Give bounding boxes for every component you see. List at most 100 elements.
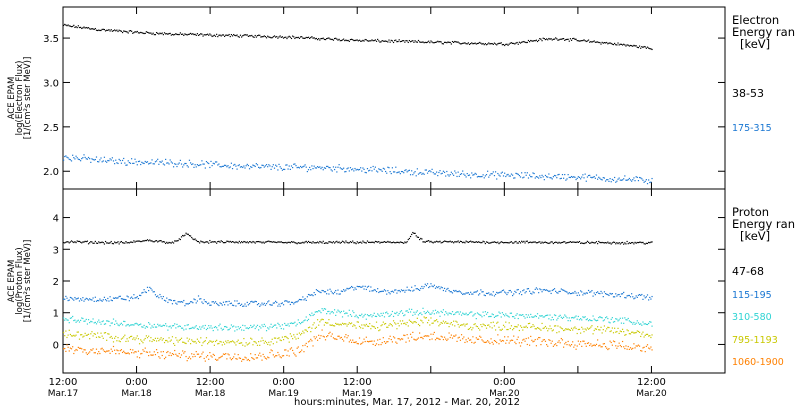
data-point [558, 315, 560, 318]
data-point [360, 327, 362, 329]
data-point [204, 324, 206, 327]
data-point [227, 329, 229, 331]
data-point [533, 40, 535, 42]
data-point [149, 239, 151, 241]
data-point [459, 291, 462, 293]
data-point [564, 241, 566, 243]
data-point [624, 296, 626, 299]
data-point [426, 335, 429, 337]
data-point [514, 241, 516, 243]
data-point [101, 335, 103, 337]
data-point [286, 354, 288, 357]
data-point [617, 242, 619, 245]
data-point [321, 329, 323, 331]
data-point [234, 163, 236, 166]
data-point [374, 344, 376, 347]
data-point [109, 30, 111, 32]
data-point [148, 163, 150, 165]
data-point [123, 350, 125, 352]
data-point [263, 242, 265, 244]
data-point [158, 240, 160, 242]
data-point [386, 311, 388, 313]
data-point [462, 170, 464, 172]
data-point [433, 42, 435, 44]
data-point [82, 241, 84, 243]
data-point [506, 43, 508, 45]
data-point [463, 241, 465, 243]
data-point [237, 339, 239, 341]
data-point [353, 324, 355, 326]
data-point [638, 331, 641, 333]
data-point [474, 341, 476, 343]
data-point [149, 162, 151, 165]
data-point [466, 43, 468, 45]
data-point [83, 241, 85, 243]
data-point [587, 328, 590, 330]
data-point [531, 316, 533, 318]
data-point [574, 316, 576, 318]
data-point [188, 33, 191, 35]
data-point [315, 336, 318, 338]
data-point [463, 173, 465, 175]
data-point [635, 331, 637, 334]
data-point [423, 286, 425, 288]
data-point [221, 34, 223, 36]
data-point [141, 340, 143, 342]
data-point [75, 334, 77, 336]
data-point [395, 242, 397, 244]
data-point [560, 177, 562, 179]
data-point [439, 323, 441, 325]
data-point [142, 291, 144, 294]
data-point [101, 241, 103, 243]
data-point [466, 292, 468, 294]
data-point [129, 30, 132, 32]
data-point [578, 176, 581, 179]
data-point [464, 325, 466, 327]
data-point [290, 37, 293, 40]
data-point [248, 241, 251, 243]
data-point [224, 353, 226, 356]
data-point [343, 289, 345, 291]
data-point [598, 329, 600, 331]
data-point [374, 327, 376, 329]
data-point [174, 33, 176, 36]
data-point [201, 344, 203, 347]
data-point [208, 341, 210, 343]
data-point [201, 326, 203, 328]
data-point [611, 344, 613, 346]
data-point [404, 241, 406, 243]
data-point [117, 297, 119, 299]
data-point [220, 356, 222, 358]
data-point [335, 241, 337, 243]
data-point [95, 336, 98, 338]
data-point [144, 32, 146, 35]
data-point [440, 310, 442, 312]
data-point [462, 338, 464, 340]
data-point [174, 344, 176, 346]
data-point [370, 340, 372, 342]
data-point [80, 347, 82, 349]
data-point [411, 321, 413, 323]
data-point [491, 294, 493, 296]
data-point [196, 240, 198, 243]
data-point [481, 325, 483, 328]
data-point [322, 169, 324, 171]
data-point [440, 173, 442, 175]
data-point [135, 31, 137, 33]
data-point [213, 344, 215, 346]
data-point [394, 289, 396, 291]
data-point [321, 289, 323, 292]
data-point [521, 240, 523, 242]
data-point [460, 241, 463, 243]
data-point [209, 33, 211, 35]
data-point [406, 310, 408, 312]
data-point [68, 25, 70, 27]
data-point [490, 173, 492, 175]
data-point [171, 303, 174, 305]
data-point [146, 239, 149, 241]
data-point [352, 325, 354, 327]
data-point [635, 322, 637, 324]
data-point [388, 324, 390, 326]
data-point [612, 296, 615, 298]
data-point [332, 337, 335, 339]
